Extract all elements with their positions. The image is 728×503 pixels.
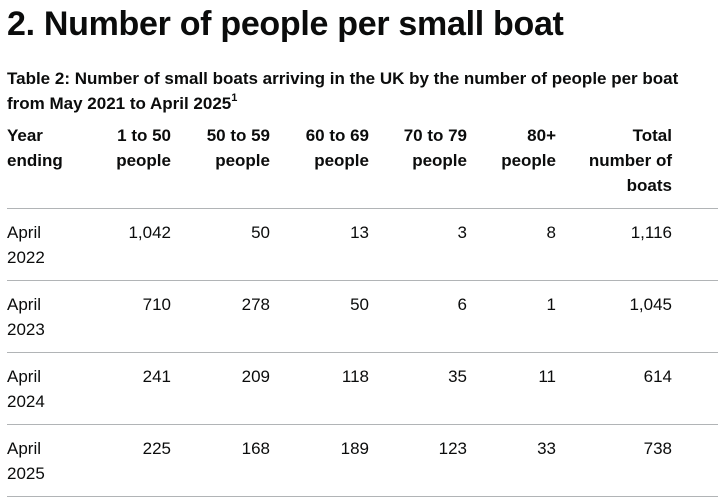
cell-50-to-59: 168 [171, 424, 270, 497]
header-60-to-69: 60 to 69 people [305, 126, 369, 170]
cell-1-to-50: 241 [103, 352, 171, 425]
table-row: April 2025 225 168 189 123 33 738 [7, 424, 718, 497]
cell-50-to-59: 209 [171, 352, 270, 425]
cell-70-to-79: 35 [369, 352, 467, 425]
cell-total: 738 [556, 424, 672, 497]
cell-50-to-59: 278 [171, 280, 270, 353]
table-caption: Table 2: Number of small boats arriving … [7, 66, 718, 116]
cell-total: 1,045 [556, 280, 672, 353]
header-row: Year ending 1 to 50 people 50 to 59 peop… [7, 123, 718, 209]
table-row: April 2024 241 209 118 35 11 614 [7, 352, 718, 425]
cell-year: April 2024 [7, 352, 103, 425]
header-50-to-59: 50 to 59 people [206, 126, 270, 170]
cell-60-to-69: 189 [270, 424, 369, 497]
cell-total: 614 [556, 352, 672, 425]
cell-1-to-50: 1,042 [103, 208, 171, 281]
header-70-to-79: 70 to 79 people [403, 126, 467, 170]
caption-text: Table 2: Number of small boats arriving … [7, 69, 679, 113]
cell-total: 1,116 [556, 208, 672, 281]
cell-year: April 2022 [7, 208, 103, 281]
section-heading: 2. Number of people per small boat [7, 5, 564, 43]
header-80-plus: 80+ people [501, 126, 556, 170]
cell-70-to-79: 6 [369, 280, 467, 353]
cell-70-to-79: 123 [369, 424, 467, 497]
cell-70-to-79: 3 [369, 208, 467, 281]
cell-50-to-59: 50 [171, 208, 270, 281]
cell-60-to-69: 118 [270, 352, 369, 425]
cell-80-plus: 8 [467, 208, 556, 281]
table-row: April 2022 1,042 50 13 3 8 1,116 [7, 208, 718, 281]
header-year-ending: Year ending [7, 126, 63, 170]
cell-year: April 2023 [7, 280, 103, 353]
footnote-marker[interactable]: 1 [231, 92, 238, 105]
cell-year: April 2025 [7, 424, 103, 497]
cell-80-plus: 1 [467, 280, 556, 353]
header-1-to-50: 1 to 50 people [116, 126, 171, 170]
cell-1-to-50: 225 [103, 424, 171, 497]
header-total-boats: Total number of boats [588, 126, 672, 195]
cell-80-plus: 33 [467, 424, 556, 497]
cell-80-plus: 11 [467, 352, 556, 425]
data-table: Year ending 1 to 50 people 50 to 59 peop… [7, 123, 718, 497]
cell-60-to-69: 13 [270, 208, 369, 281]
table-row: April 2023 710 278 50 6 1 1,045 [7, 280, 718, 353]
page: 2. Number of people per small boat Table… [7, 5, 718, 497]
cell-60-to-69: 50 [270, 280, 369, 353]
cell-1-to-50: 710 [103, 280, 171, 353]
